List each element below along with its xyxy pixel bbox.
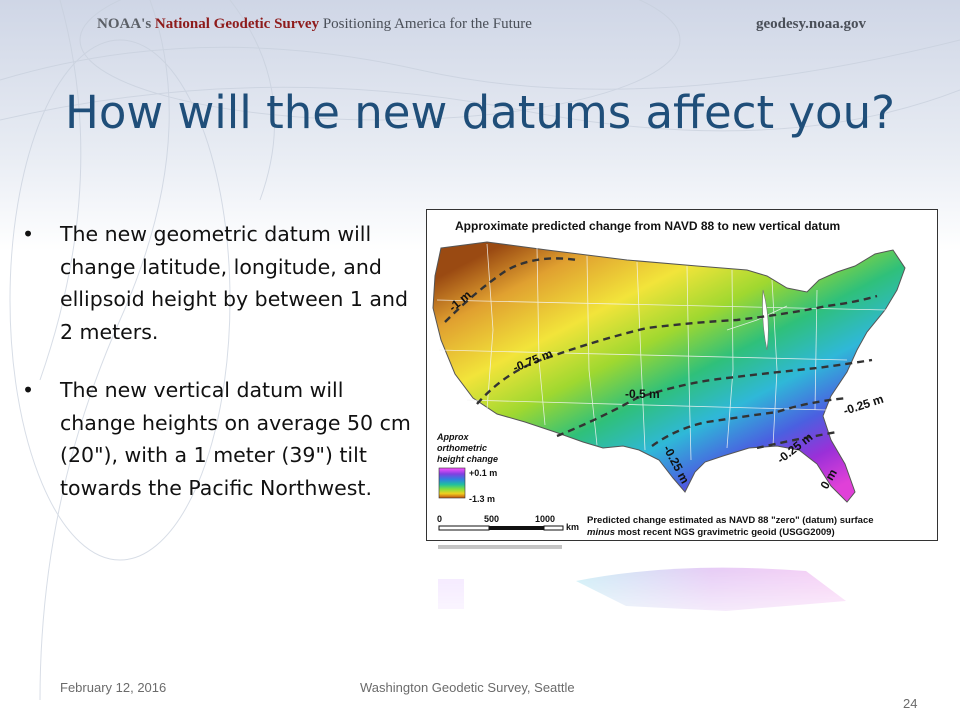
reflection-graphic (438, 545, 846, 611)
org-prefix: NOAA's (97, 16, 155, 32)
legend-max: +0.1 m (469, 468, 497, 478)
map-note-rest: most recent NGS gravimetric geoid (USGG2… (615, 527, 835, 538)
page-number: 24 (903, 696, 918, 711)
bullet-text: The new vertical datum will change heigh… (60, 378, 411, 500)
bullet-item: • The new geometric datum will change la… (22, 218, 412, 348)
scale-tick: 1000 (535, 514, 555, 524)
bullet-dot-icon: • (22, 378, 35, 402)
state-borders (436, 243, 888, 461)
org-name: National Geodetic Survey (154, 16, 320, 32)
org-tagline: Positioning America for the Future (319, 16, 532, 32)
footer-event: Washington Geodetic Survey, Seattle (360, 680, 575, 695)
lake-shape (762, 289, 769, 351)
reflection-shape (576, 567, 846, 611)
reflection-scale (438, 545, 562, 549)
bullet-item: • The new vertical datum will change hei… (22, 374, 412, 504)
legend-title-2: orthometric (437, 443, 487, 453)
bullet-list: • The new geometric datum will change la… (22, 218, 412, 530)
header-bar: NOAA's National Geodetic Survey Position… (97, 16, 866, 36)
scale-unit: km (566, 522, 579, 532)
map-graphic: Approximate predicted change from NAVD 8… (432, 219, 906, 538)
map-note-line2: minus most recent NGS gravimetric geoid … (587, 527, 835, 538)
bullet-text: The new geometric datum will change lati… (60, 222, 408, 344)
scale-tick: 0 (437, 514, 442, 524)
legend-title-1: Approx (436, 432, 469, 442)
map-reflection (426, 541, 936, 641)
map-title: Approximate predicted change from NAVD 8… (455, 219, 840, 233)
header-website[interactable]: geodesy.noaa.gov (755, 16, 866, 32)
contour-label: -0.25 m (842, 392, 886, 418)
map-note-line1: Predicted change estimated as NAVD 88 "z… (587, 515, 874, 526)
footer-date: February 12, 2016 (60, 680, 167, 695)
bullet-dot-icon: • (22, 222, 35, 246)
contour-lines (444, 257, 878, 450)
legend-title-3: height change (437, 454, 498, 464)
map-note-minus: minus (587, 527, 615, 538)
header-org: NOAA's National Geodetic Survey Position… (97, 16, 532, 33)
contour-label: -0.5 m (625, 387, 660, 401)
reflection-legend (438, 579, 464, 609)
datum-change-map: Approximate predicted change from NAVD 8… (426, 209, 938, 541)
slide-title: How will the new datums affect you? (65, 86, 895, 139)
legend-color-bar (438, 467, 466, 499)
legend-min: -1.3 m (469, 494, 495, 504)
scale-tick: 500 (484, 514, 499, 524)
scale-bar (438, 525, 564, 531)
